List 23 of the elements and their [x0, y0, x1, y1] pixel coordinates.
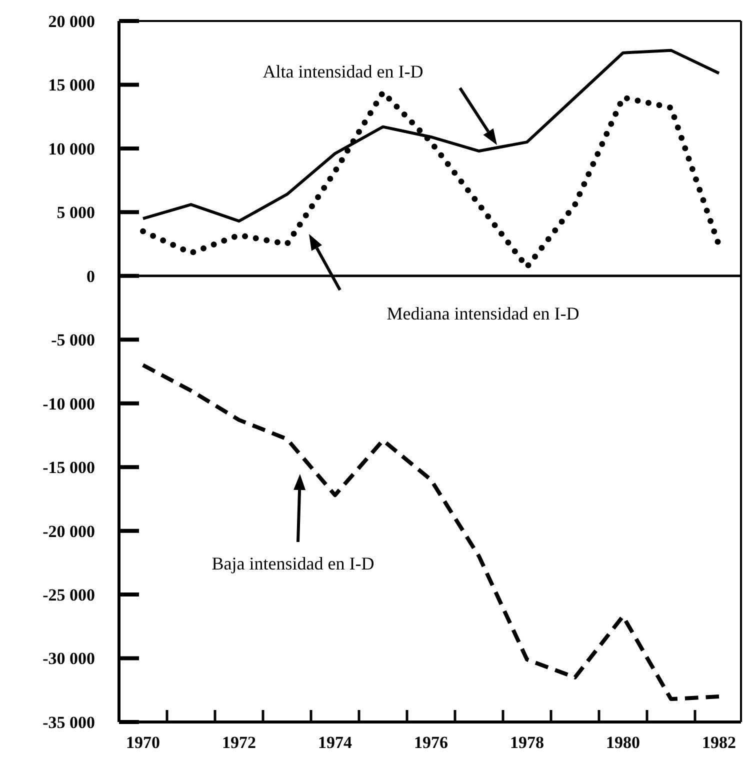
x-tick-label: 1982 [702, 733, 736, 752]
x-tick-label: 1980 [606, 733, 640, 752]
x-tick-label: 1976 [414, 733, 448, 752]
y-tick-label: -20 000 [42, 522, 95, 541]
x-tick-label: 1974 [318, 733, 352, 752]
y-tick-label: -25 000 [42, 585, 95, 604]
x-tick-label: 1970 [126, 733, 160, 752]
x-tick-label: 1978 [510, 733, 544, 752]
x-tick-label: 1972 [222, 733, 256, 752]
y-tick-label: 15 000 [48, 76, 95, 95]
line-series [141, 363, 721, 702]
y-tick-label: 20 000 [48, 12, 95, 31]
y-tick-label: 10 000 [48, 139, 95, 158]
y-tick-label: -15 000 [42, 458, 95, 478]
annotation: Alta intensidad en I-D [262, 61, 424, 82]
y-tick-label: -35 000 [42, 712, 95, 732]
annotation: Baja intensidad en I-D [212, 553, 374, 574]
y-tick-label: -10 000 [42, 394, 95, 414]
annotation: Mediana intensidad en I-D [386, 303, 580, 324]
y-tick-label: -5 000 [51, 330, 95, 350]
y-tick-label: 5 000 [56, 203, 95, 222]
y-tick-label: 0 [86, 266, 95, 286]
y-tick-label: -30 000 [42, 649, 95, 668]
